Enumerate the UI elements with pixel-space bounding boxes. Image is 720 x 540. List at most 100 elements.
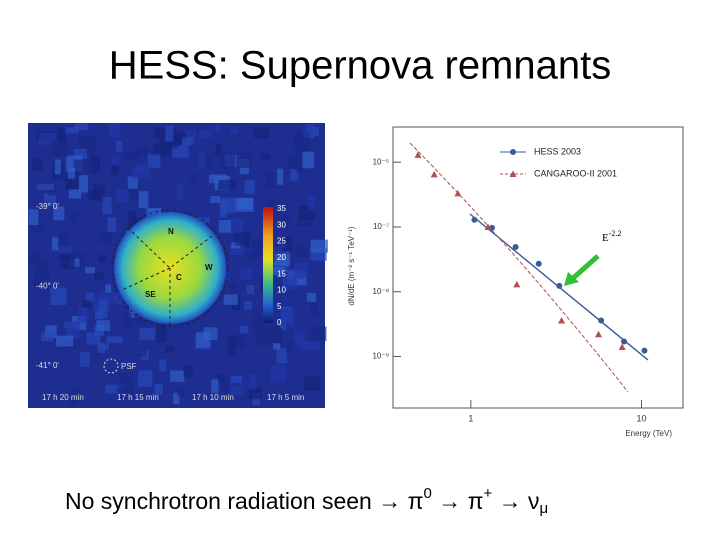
y-axis-label: dN/dE (m⁻² s⁻¹ TeV⁻¹)	[347, 226, 356, 306]
noise-patch	[218, 179, 237, 191]
noise-patch	[57, 246, 73, 254]
noise-patch	[70, 258, 80, 267]
noise-patch	[139, 327, 155, 340]
noise-patch	[245, 252, 259, 260]
noise-patch	[291, 245, 308, 258]
noise-patch	[244, 180, 255, 195]
caption-arrow: →	[499, 488, 522, 514]
noise-patch	[98, 300, 108, 319]
noise-patch	[131, 166, 150, 179]
noise-patch	[273, 343, 281, 350]
noise-patch	[294, 262, 308, 279]
caption-sub: μ	[540, 500, 549, 517]
data-point	[598, 317, 605, 324]
noise-patch	[54, 159, 61, 175]
noise-patch	[97, 342, 106, 354]
noise-patch	[183, 365, 193, 377]
data-point	[595, 330, 603, 338]
noise-patch	[51, 139, 69, 157]
map-noise	[28, 123, 329, 406]
noise-patch	[270, 365, 287, 381]
dec-label: -41° 0'	[36, 361, 59, 370]
annotation: E-2.2	[602, 229, 621, 244]
noise-patch	[310, 302, 319, 317]
noise-patch	[28, 253, 40, 267]
noise-patch	[177, 388, 187, 396]
noise-patch	[86, 332, 101, 345]
noise-patch	[276, 347, 288, 364]
noise-patch	[68, 189, 81, 199]
data-point	[618, 343, 626, 351]
noise-patch	[303, 341, 321, 350]
noise-patch	[221, 197, 238, 214]
noise-patch	[218, 219, 232, 233]
dec-label: -39° 0'	[36, 202, 59, 211]
noise-patch	[290, 168, 299, 181]
psf-label: PSF	[121, 362, 137, 371]
chart-panel	[392, 126, 684, 409]
y-tick-label: 10⁻⁸	[373, 287, 390, 296]
noise-patch	[111, 156, 119, 165]
noise-patch	[268, 199, 275, 210]
noise-patch	[36, 258, 48, 272]
noise-patch	[129, 185, 139, 202]
noise-patch	[109, 336, 123, 344]
noise-patch	[286, 341, 294, 354]
noise-patch	[138, 191, 149, 209]
noise-patch	[33, 269, 50, 286]
noise-patch	[190, 173, 197, 182]
annotation-exponent: -2.2	[609, 229, 622, 238]
noise-patch	[28, 209, 39, 226]
noise-patch	[296, 147, 308, 155]
noise-patch	[210, 196, 221, 204]
noise-patch	[56, 335, 74, 347]
caption-pion: π	[468, 488, 484, 514]
colorbar-label: 15	[277, 269, 286, 278]
noise-patch	[214, 125, 221, 134]
noise-patch	[138, 370, 153, 387]
caption: No synchrotron radiation seen → π0 → π+ …	[65, 479, 548, 517]
caption-sup: 0	[424, 485, 432, 502]
noise-patch	[303, 376, 321, 391]
noise-patch	[105, 385, 117, 394]
noise-patch	[50, 287, 67, 306]
x-tick-label: 10	[637, 413, 647, 423]
noise-patch	[254, 127, 270, 139]
cangaroo-fit	[409, 142, 629, 393]
noise-patch	[248, 387, 263, 400]
noise-patch	[154, 383, 163, 395]
noise-patch	[252, 240, 267, 256]
noise-patch	[165, 345, 174, 353]
noise-patch	[235, 235, 244, 246]
noise-patch	[244, 301, 252, 310]
data-point	[621, 338, 628, 345]
noise-patch	[296, 164, 306, 173]
noise-patch	[239, 325, 249, 334]
noise-patch	[277, 168, 284, 185]
noise-patch	[115, 141, 123, 152]
noise-patch	[229, 126, 239, 135]
sky-map	[28, 123, 329, 408]
ra-label: 17 h 10 min	[192, 393, 234, 402]
noise-patch	[159, 359, 167, 372]
y-tick-label: 10⁻⁹	[372, 352, 389, 361]
noise-patch	[223, 294, 238, 305]
slide-title: HESS: Supernova remnants	[109, 44, 611, 88]
noise-patch	[182, 137, 194, 146]
noise-patch	[107, 217, 117, 232]
legend-marker	[509, 170, 517, 177]
noise-patch	[227, 336, 237, 355]
noise-patch	[80, 352, 90, 367]
noise-patch	[217, 152, 235, 169]
noise-patch	[94, 272, 105, 281]
noise-patch	[67, 328, 78, 335]
noise-patch	[279, 308, 295, 326]
annotation-base: E	[602, 232, 609, 244]
data-point	[535, 260, 542, 267]
legend-label: HESS 2003	[534, 146, 581, 156]
noise-patch	[124, 313, 132, 330]
noise-patch	[211, 379, 219, 393]
colorbar-label: 5	[277, 302, 282, 311]
region-label: W	[205, 263, 213, 272]
region-label: N	[168, 227, 174, 236]
